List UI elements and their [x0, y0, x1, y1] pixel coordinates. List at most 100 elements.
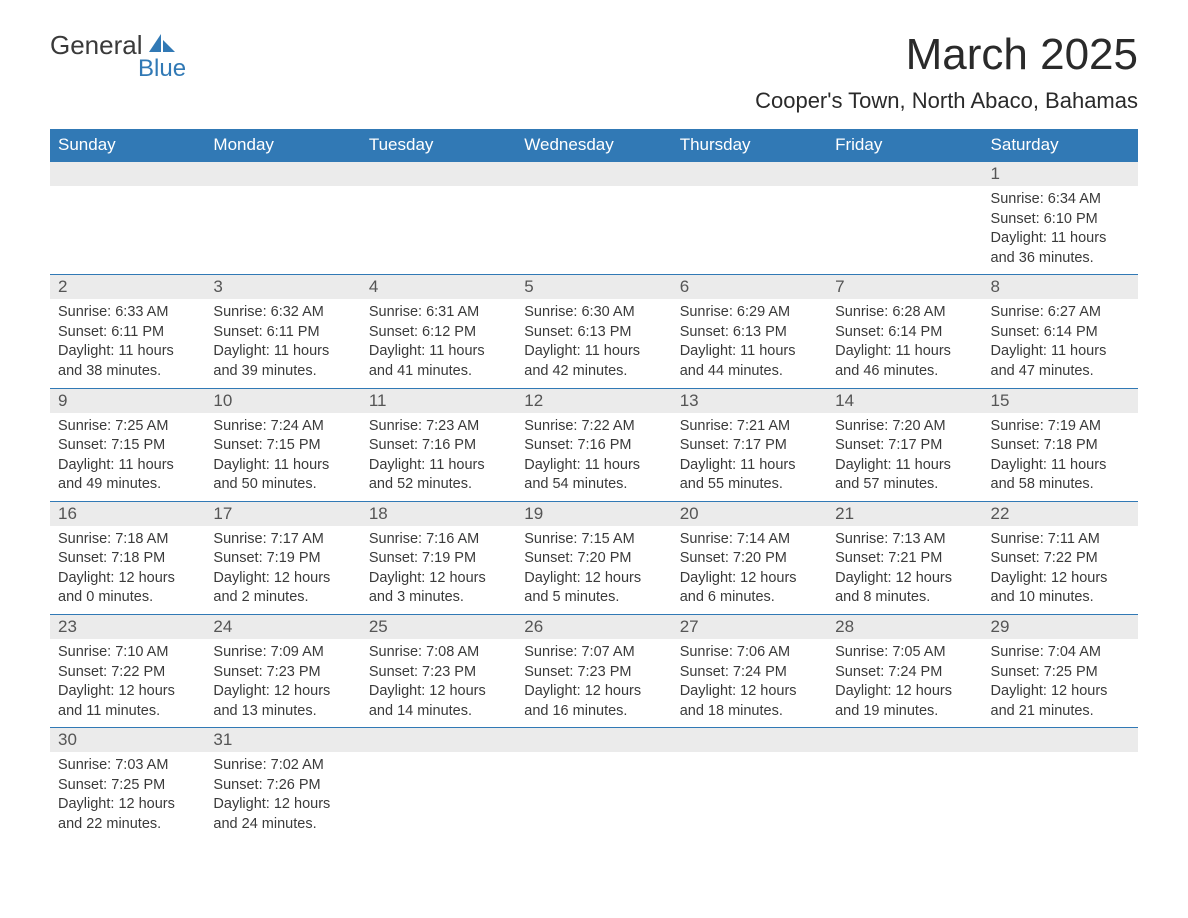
- empty-day-number: [50, 162, 205, 186]
- calendar-day-cell: 8Sunrise: 6:27 AMSunset: 6:14 PMDaylight…: [983, 275, 1138, 388]
- sunset-line: Sunset: 6:13 PM: [680, 323, 819, 343]
- empty-day-number: [205, 162, 360, 186]
- sunset-line: Sunset: 7:18 PM: [991, 436, 1130, 456]
- calendar-day-cell: 22Sunrise: 7:11 AMSunset: 7:22 PMDayligh…: [983, 501, 1138, 614]
- empty-day-number: [983, 728, 1138, 752]
- daylight-line: Daylight: 12 hours and 18 minutes.: [680, 682, 819, 721]
- sunrise-line: Sunrise: 7:20 AM: [835, 417, 974, 437]
- calendar-day-cell: 29Sunrise: 7:04 AMSunset: 7:25 PMDayligh…: [983, 615, 1138, 728]
- empty-day-content: [983, 752, 1138, 830]
- sunrise-line: Sunrise: 7:13 AM: [835, 530, 974, 550]
- empty-day-number: [672, 162, 827, 186]
- sunrise-line: Sunrise: 7:19 AM: [991, 417, 1130, 437]
- day-number: 18: [361, 502, 516, 526]
- day-content: Sunrise: 7:16 AMSunset: 7:19 PMDaylight:…: [361, 526, 516, 614]
- daylight-line: Daylight: 12 hours and 22 minutes.: [58, 795, 197, 834]
- sunset-line: Sunset: 7:25 PM: [58, 776, 197, 796]
- month-title: March 2025: [755, 30, 1138, 80]
- sunset-line: Sunset: 7:19 PM: [213, 549, 352, 569]
- calendar-day-cell: 3Sunrise: 6:32 AMSunset: 6:11 PMDaylight…: [205, 275, 360, 388]
- sunrise-line: Sunrise: 7:25 AM: [58, 417, 197, 437]
- sunset-line: Sunset: 7:17 PM: [835, 436, 974, 456]
- sunset-line: Sunset: 7:20 PM: [680, 549, 819, 569]
- empty-day-number: [361, 728, 516, 752]
- daylight-line: Daylight: 12 hours and 8 minutes.: [835, 569, 974, 608]
- day-number: 9: [50, 389, 205, 413]
- day-content: Sunrise: 7:24 AMSunset: 7:15 PMDaylight:…: [205, 413, 360, 501]
- sunrise-line: Sunrise: 6:30 AM: [524, 303, 663, 323]
- day-number: 7: [827, 275, 982, 299]
- empty-day-content: [827, 186, 982, 264]
- daylight-line: Daylight: 12 hours and 11 minutes.: [58, 682, 197, 721]
- empty-day-content: [361, 752, 516, 830]
- calendar-day-cell: 26Sunrise: 7:07 AMSunset: 7:23 PMDayligh…: [516, 615, 671, 728]
- calendar-day-cell: 12Sunrise: 7:22 AMSunset: 7:16 PMDayligh…: [516, 388, 671, 501]
- daylight-line: Daylight: 11 hours and 58 minutes.: [991, 456, 1130, 495]
- daylight-line: Daylight: 12 hours and 5 minutes.: [524, 569, 663, 608]
- sunrise-line: Sunrise: 6:34 AM: [991, 190, 1130, 210]
- empty-day-number: [672, 728, 827, 752]
- calendar-day-cell: 25Sunrise: 7:08 AMSunset: 7:23 PMDayligh…: [361, 615, 516, 728]
- day-number: 20: [672, 502, 827, 526]
- sunset-line: Sunset: 6:12 PM: [369, 323, 508, 343]
- sunrise-line: Sunrise: 7:24 AM: [213, 417, 352, 437]
- day-number: 25: [361, 615, 516, 639]
- sunset-line: Sunset: 7:22 PM: [991, 549, 1130, 569]
- empty-day-content: [827, 752, 982, 830]
- sunrise-line: Sunrise: 7:22 AM: [524, 417, 663, 437]
- weekday-header: Monday: [205, 129, 360, 162]
- day-content: Sunrise: 7:23 AMSunset: 7:16 PMDaylight:…: [361, 413, 516, 501]
- day-number: 15: [983, 389, 1138, 413]
- calendar-day-cell: 17Sunrise: 7:17 AMSunset: 7:19 PMDayligh…: [205, 501, 360, 614]
- day-content: Sunrise: 6:27 AMSunset: 6:14 PMDaylight:…: [983, 299, 1138, 387]
- day-number: 19: [516, 502, 671, 526]
- calendar-day-cell: 20Sunrise: 7:14 AMSunset: 7:20 PMDayligh…: [672, 501, 827, 614]
- calendar-header-row: SundayMondayTuesdayWednesdayThursdayFrid…: [50, 129, 1138, 162]
- sunrise-line: Sunrise: 7:05 AM: [835, 643, 974, 663]
- day-number: 4: [361, 275, 516, 299]
- sunset-line: Sunset: 7:15 PM: [58, 436, 197, 456]
- day-content: Sunrise: 6:32 AMSunset: 6:11 PMDaylight:…: [205, 299, 360, 387]
- day-content: Sunrise: 7:06 AMSunset: 7:24 PMDaylight:…: [672, 639, 827, 727]
- calendar-day-cell: 5Sunrise: 6:30 AMSunset: 6:13 PMDaylight…: [516, 275, 671, 388]
- calendar-week-row: 16Sunrise: 7:18 AMSunset: 7:18 PMDayligh…: [50, 501, 1138, 614]
- day-number: 23: [50, 615, 205, 639]
- sunset-line: Sunset: 6:11 PM: [58, 323, 197, 343]
- calendar-day-cell: 1Sunrise: 6:34 AMSunset: 6:10 PMDaylight…: [983, 162, 1138, 275]
- day-number: 1: [983, 162, 1138, 186]
- calendar-day-cell: 2Sunrise: 6:33 AMSunset: 6:11 PMDaylight…: [50, 275, 205, 388]
- sunrise-line: Sunrise: 6:32 AM: [213, 303, 352, 323]
- day-number: 31: [205, 728, 360, 752]
- sunset-line: Sunset: 7:23 PM: [524, 663, 663, 683]
- empty-day-content: [361, 186, 516, 264]
- empty-day-number: [516, 728, 671, 752]
- empty-day-content: [205, 186, 360, 264]
- day-content: Sunrise: 7:07 AMSunset: 7:23 PMDaylight:…: [516, 639, 671, 727]
- calendar-day-cell: 4Sunrise: 6:31 AMSunset: 6:12 PMDaylight…: [361, 275, 516, 388]
- calendar-day-cell: 7Sunrise: 6:28 AMSunset: 6:14 PMDaylight…: [827, 275, 982, 388]
- daylight-line: Daylight: 11 hours and 39 minutes.: [213, 342, 352, 381]
- weekday-header: Thursday: [672, 129, 827, 162]
- daylight-line: Daylight: 11 hours and 44 minutes.: [680, 342, 819, 381]
- sunrise-line: Sunrise: 7:11 AM: [991, 530, 1130, 550]
- calendar-day-cell: 11Sunrise: 7:23 AMSunset: 7:16 PMDayligh…: [361, 388, 516, 501]
- calendar-day-cell: 23Sunrise: 7:10 AMSunset: 7:22 PMDayligh…: [50, 615, 205, 728]
- sunrise-line: Sunrise: 7:02 AM: [213, 756, 352, 776]
- empty-day-content: [672, 186, 827, 264]
- calendar-day-cell: 10Sunrise: 7:24 AMSunset: 7:15 PMDayligh…: [205, 388, 360, 501]
- calendar-day-cell: [672, 728, 827, 841]
- sunset-line: Sunset: 7:15 PM: [213, 436, 352, 456]
- calendar-day-cell: 16Sunrise: 7:18 AMSunset: 7:18 PMDayligh…: [50, 501, 205, 614]
- daylight-line: Daylight: 11 hours and 38 minutes.: [58, 342, 197, 381]
- day-content: Sunrise: 6:29 AMSunset: 6:13 PMDaylight:…: [672, 299, 827, 387]
- sunrise-line: Sunrise: 7:07 AM: [524, 643, 663, 663]
- calendar-body: 1Sunrise: 6:34 AMSunset: 6:10 PMDaylight…: [50, 162, 1138, 841]
- sunrise-line: Sunrise: 7:09 AM: [213, 643, 352, 663]
- day-content: Sunrise: 7:25 AMSunset: 7:15 PMDaylight:…: [50, 413, 205, 501]
- logo-text-blue: Blue: [138, 55, 186, 83]
- sunrise-line: Sunrise: 6:31 AM: [369, 303, 508, 323]
- day-number: 14: [827, 389, 982, 413]
- day-content: Sunrise: 7:03 AMSunset: 7:25 PMDaylight:…: [50, 752, 205, 840]
- day-number: 10: [205, 389, 360, 413]
- day-number: 13: [672, 389, 827, 413]
